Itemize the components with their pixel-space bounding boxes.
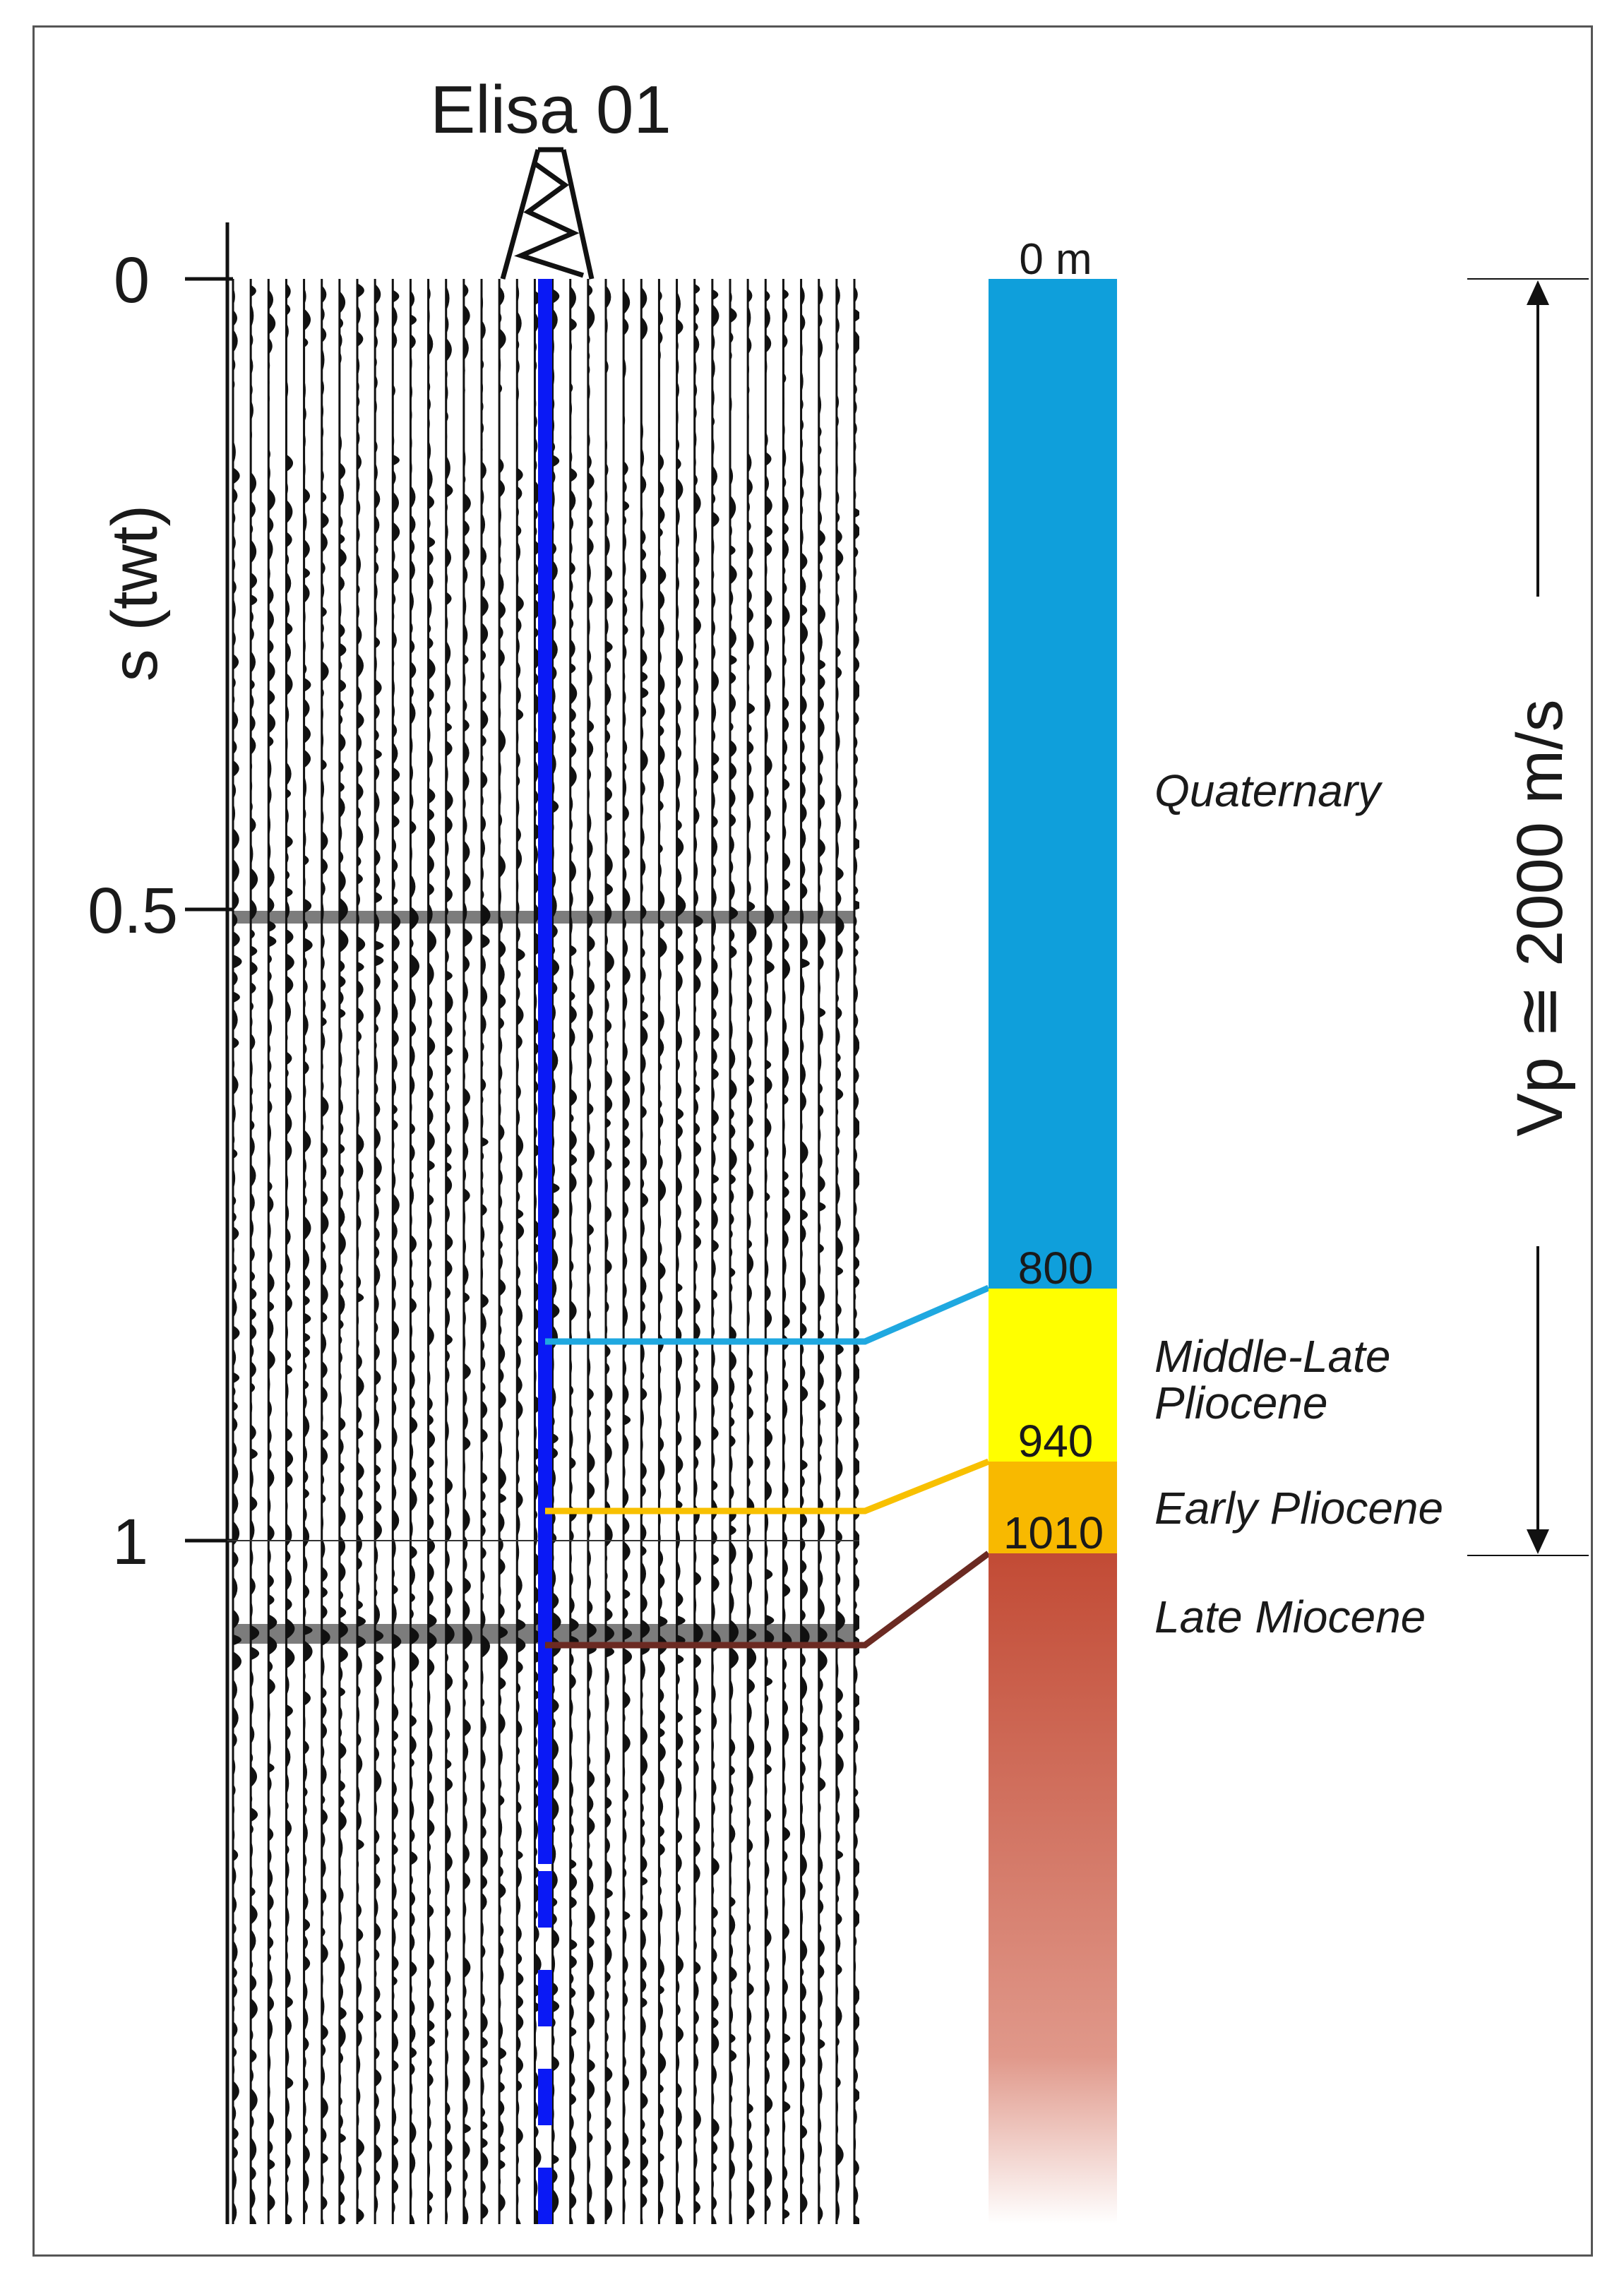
seismic-wiggle-fill — [712, 289, 721, 2224]
well-name: Elisa 01 — [430, 72, 671, 148]
seismic-wiggle-fill — [623, 289, 633, 2217]
seismic-wiggle-fill — [748, 288, 757, 2221]
velocity-label: Vp ≅ 2000 m/s — [1504, 699, 1576, 1136]
seismic-wiggle-fill — [659, 290, 668, 2221]
unit-label-late-miocene: Late Miocene — [1154, 1591, 1426, 1642]
seismic-wiggle-fill — [304, 287, 313, 2215]
seismic-wiggle-fill — [552, 289, 561, 2214]
unit-late-miocene — [989, 1553, 1117, 2224]
seismic-wiggle-fill — [321, 285, 330, 2224]
seismic-wiggle-fill — [783, 289, 792, 2220]
seismic-wiggle-fill — [517, 283, 526, 2224]
velocity-range-arrow — [1467, 278, 1589, 1556]
arrowhead-down — [1527, 1529, 1549, 1554]
seismic-wiggle-fill — [730, 290, 739, 2224]
seismic-wiggle-fill — [606, 285, 614, 2222]
figure-frame — [32, 25, 1593, 2257]
seismic-wiggle-fill — [676, 291, 686, 2224]
depth-label-top: 0 m — [1019, 235, 1092, 284]
seismic-wiggle-fill — [357, 283, 366, 2223]
seismic-wiggle-fill — [482, 291, 491, 2220]
unit-early-pliocene — [989, 1462, 1117, 1553]
tie-line-940 — [545, 1458, 990, 1515]
unit-label-early-pliocene: Early Pliocene — [1154, 1483, 1443, 1534]
seismic-wiggle-fill — [818, 284, 828, 2223]
unit-label-pliocene: Pliocene — [1154, 1378, 1328, 1428]
seismic-wiggle-fill — [339, 291, 349, 2224]
seismic-section — [232, 279, 859, 2224]
depth-label-1010: 1010 — [1003, 1507, 1104, 1558]
time-axis: 0 0.5 1 s (twt) — [88, 222, 233, 2224]
unit-label-middle-late: Middle-Late — [1154, 1331, 1390, 1382]
tie-line-800 — [545, 1284, 990, 1345]
seismic-wiggle-fill — [268, 289, 277, 2212]
seismic-wiggle-fill — [836, 284, 845, 2223]
depth-label-940: 940 — [1018, 1416, 1094, 1466]
arrowhead-up — [1527, 280, 1549, 305]
seismic-wiggle-fill — [641, 287, 650, 2224]
seismic-wiggle-fill — [854, 286, 859, 2224]
tie-line-1010 — [545, 1551, 991, 1649]
seismic-wiggle-fill — [233, 287, 242, 2224]
seismic-wiggle-fill — [463, 283, 472, 2224]
seismic-wiggle-fill — [765, 290, 775, 2213]
unit-quaternary — [989, 279, 1117, 1289]
seismic-wiggle-fill — [375, 284, 384, 2216]
seismic-wiggle-fill — [251, 285, 260, 2224]
tick-label-1: 1 — [112, 1506, 148, 1578]
seismic-wiggle-fill — [535, 290, 544, 2224]
seismic-wiggle-fill — [393, 289, 402, 2215]
tick-label-0.5: 0.5 — [88, 875, 178, 947]
time-axis-label: s (twt) — [99, 505, 171, 681]
seismic-wiggle-fill — [446, 285, 455, 2224]
seismic-wiggle-fill — [587, 284, 597, 2224]
seismic-wiggle-fill — [694, 284, 703, 2214]
seismic-wiggle-fill — [410, 290, 419, 2224]
seismic-wiggle-fill — [570, 286, 579, 2224]
tick-label-0: 0 — [114, 244, 150, 316]
seismic-wiggle-fill — [286, 283, 295, 2224]
depth-label-800: 800 — [1018, 1243, 1094, 1294]
unit-middle-late-pliocene — [989, 1289, 1117, 1462]
stratigraphic-column — [989, 279, 1117, 2224]
unit-label-quaternary: Quaternary — [1154, 765, 1383, 816]
seismic-wiggle-fill — [801, 285, 810, 2214]
seismic-wiggle-fill — [428, 286, 437, 2215]
drilling-rig-icon — [500, 147, 595, 280]
seismic-wiggle-fill — [499, 286, 508, 2213]
